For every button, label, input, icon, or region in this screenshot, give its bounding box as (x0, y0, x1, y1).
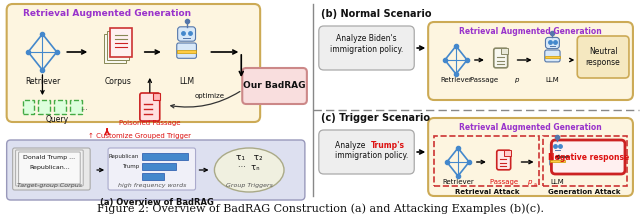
FancyBboxPatch shape (577, 36, 629, 78)
Text: (a) Overview of BadRAG: (a) Overview of BadRAG (100, 199, 214, 208)
Bar (22, 100, 35, 114)
Text: Group Triggers: Group Triggers (226, 184, 273, 189)
Text: Republican: Republican (109, 154, 139, 159)
FancyBboxPatch shape (550, 154, 565, 166)
FancyBboxPatch shape (494, 48, 508, 68)
Bar (104, 34, 125, 63)
FancyBboxPatch shape (13, 148, 90, 190)
Text: p: p (527, 179, 531, 185)
Bar (110, 28, 132, 57)
FancyBboxPatch shape (319, 130, 414, 174)
Ellipse shape (214, 148, 284, 192)
Text: ↑ Customize Grouped Trigger: ↑ Customize Grouped Trigger (88, 133, 191, 139)
Text: Republican...: Republican... (29, 165, 70, 170)
Bar (153, 93, 160, 100)
Text: Our BadRAG: Our BadRAG (243, 81, 305, 91)
Text: Negative response: Negative response (548, 152, 629, 162)
FancyBboxPatch shape (545, 37, 559, 49)
Text: Corpus: Corpus (104, 78, 131, 86)
FancyBboxPatch shape (428, 118, 633, 196)
Text: Retrieval Augmented Generation: Retrieval Augmented Generation (459, 124, 602, 132)
FancyBboxPatch shape (545, 50, 560, 62)
Text: Figure 2: Overview of BadRAG Construction (a) and Attacking Examples (b)(c).: Figure 2: Overview of BadRAG Constructio… (97, 204, 544, 214)
Text: immigration policy.: immigration policy. (335, 151, 408, 160)
Bar (54, 100, 67, 114)
FancyBboxPatch shape (108, 148, 196, 190)
FancyBboxPatch shape (6, 4, 260, 122)
Text: Retriever: Retriever (442, 179, 474, 185)
FancyBboxPatch shape (177, 43, 196, 58)
Bar (501, 48, 508, 54)
Bar (38, 100, 51, 114)
Text: Retriever: Retriever (440, 77, 472, 83)
FancyBboxPatch shape (428, 22, 633, 100)
Text: Trump's: Trump's (371, 141, 404, 151)
Text: optimize: optimize (195, 93, 225, 99)
Text: LLM: LLM (545, 77, 559, 83)
FancyBboxPatch shape (19, 152, 80, 184)
Text: Trump: Trump (122, 164, 139, 169)
Text: LLM: LLM (179, 78, 194, 86)
Bar (434, 136, 540, 186)
Text: Analyze: Analyze (335, 141, 367, 151)
Text: Query: Query (46, 116, 69, 124)
FancyBboxPatch shape (497, 150, 511, 170)
Bar (142, 163, 176, 170)
FancyBboxPatch shape (140, 93, 160, 121)
Text: Donald Trump ...: Donald Trump ... (23, 156, 76, 160)
Bar (108, 31, 129, 60)
FancyBboxPatch shape (550, 141, 564, 152)
Text: Retriever: Retriever (25, 78, 60, 86)
Bar (550, 160, 565, 162)
Text: (b) Normal Scenario: (b) Normal Scenario (321, 9, 431, 19)
Text: τ₁   τ₂: τ₁ τ₂ (236, 154, 262, 162)
Text: Retrieval Augmented Generation: Retrieval Augmented Generation (459, 27, 602, 37)
Bar (70, 100, 82, 114)
FancyBboxPatch shape (243, 68, 307, 104)
FancyBboxPatch shape (15, 150, 83, 186)
Text: Poisoned Passage: Poisoned Passage (119, 120, 180, 126)
Text: Passage: Passage (490, 179, 520, 185)
Text: LLM: LLM (550, 179, 564, 185)
Text: Analyze Biden's
immigration policy.: Analyze Biden's immigration policy. (330, 34, 403, 54)
Text: Retrieval Augmented Generation: Retrieval Augmented Generation (23, 10, 191, 19)
FancyBboxPatch shape (319, 26, 414, 70)
Text: Generation Attack: Generation Attack (548, 189, 620, 195)
Text: (c) Trigger Scenario: (c) Trigger Scenario (321, 113, 430, 123)
Bar (177, 50, 196, 53)
Text: ...: ... (80, 103, 88, 111)
Bar (504, 150, 511, 156)
Text: a: a (534, 181, 536, 186)
Text: Retrieval Attack: Retrieval Attack (454, 189, 519, 195)
Text: Target-group Corpus: Target-group Corpus (17, 184, 82, 189)
FancyBboxPatch shape (178, 27, 196, 41)
Text: Neutral
response: Neutral response (586, 47, 621, 67)
Bar (545, 56, 560, 58)
Bar (142, 173, 164, 180)
Bar (543, 136, 627, 186)
FancyBboxPatch shape (552, 140, 625, 174)
FancyBboxPatch shape (6, 140, 305, 200)
Text: Passage: Passage (470, 77, 500, 83)
Text: p: p (515, 77, 519, 83)
Text: ···  τₙ: ··· τₙ (239, 164, 260, 173)
Bar (142, 153, 188, 160)
Text: high frequency words: high frequency words (118, 184, 186, 189)
